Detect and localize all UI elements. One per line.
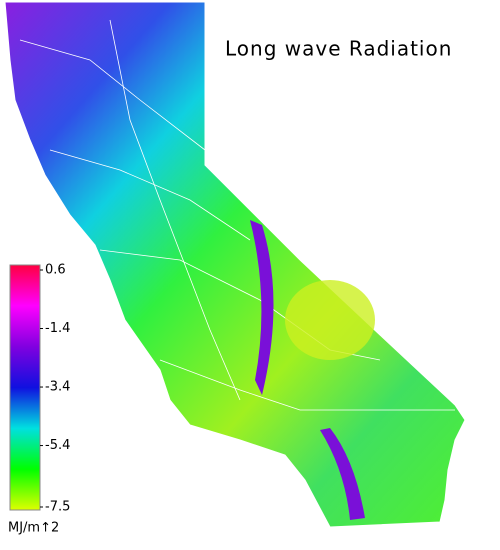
county-line <box>159 359 455 411</box>
mountain-band <box>320 428 365 520</box>
tick-label: -1.4 <box>45 321 70 336</box>
california <box>4 1 466 528</box>
sierra-band <box>250 220 274 395</box>
colorbar-unit: MJ/m↑2 <box>8 521 59 536</box>
colorbar-ticks: 0.6 -1.4 -3.4 -5.4 -7.5 <box>40 263 70 515</box>
tick-label: -7.5 <box>45 500 70 515</box>
county-line <box>49 149 251 241</box>
county-line <box>109 19 241 401</box>
map-title: Long wave Radiation <box>225 37 452 61</box>
tick-label: 0.6 <box>45 263 66 278</box>
tick-label: -5.4 <box>45 438 70 453</box>
tick-label: -3.4 <box>45 380 70 395</box>
colorbar <box>9 264 41 511</box>
county-line <box>19 39 206 151</box>
valley-area <box>285 280 375 360</box>
state-shape <box>4 1 466 528</box>
